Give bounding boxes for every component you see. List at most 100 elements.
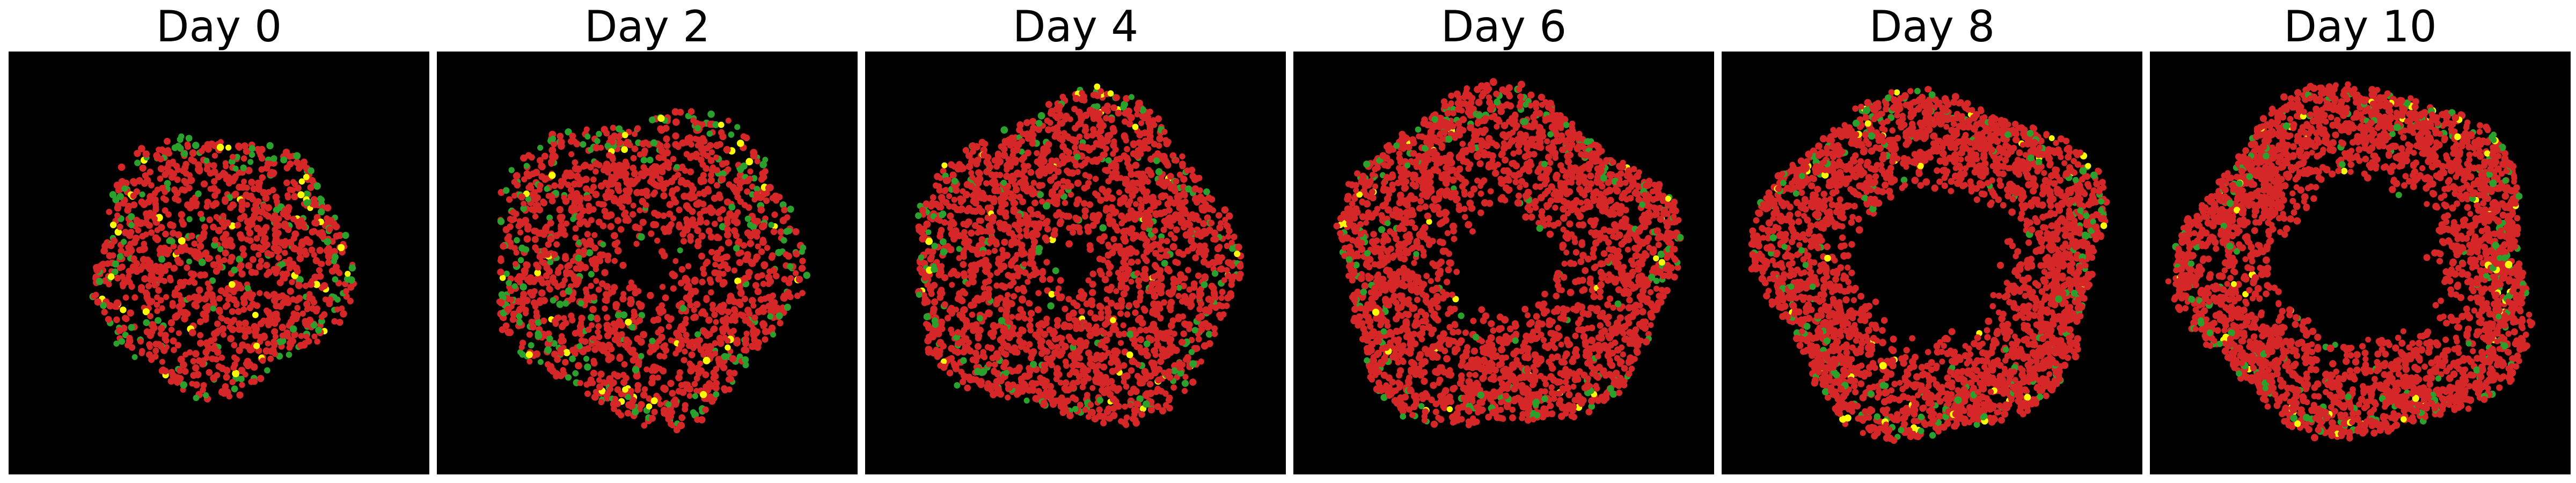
cell-dot-red [972,266,979,274]
cell-dot-red [781,216,787,223]
cell-dot-red [1000,200,1007,207]
cell-dot-red [1026,299,1033,306]
cell-dot-red [1151,347,1159,355]
cell-dot-red [1057,379,1064,386]
cell-dot-red [573,265,580,272]
cell-dot-red [1091,415,1099,423]
cell-dot-red [682,348,688,355]
cell-dot-red [1048,342,1054,348]
cell-dot-green [535,330,541,337]
cell-dot-red [1159,194,1166,201]
cell-dot-green [128,324,135,331]
cell-dot-red [1132,300,1139,307]
cell-dot-red [189,380,195,387]
cell-dot-red [147,313,153,319]
cell-dot-red [683,337,690,344]
cell-dot-red [1055,168,1062,175]
cell-dot-red [969,142,977,150]
cell-dot-green [348,264,356,272]
cell-dot-red [1180,330,1187,338]
cell-dot-green [692,393,698,399]
cell-dot-green [116,253,124,260]
cell-dot-red [1167,195,1173,202]
cell-dot-red [528,185,535,192]
cell-dot-green [193,394,200,401]
cell-dot-red [1029,118,1037,126]
cell-dot-red [1101,151,1108,158]
cell-dot-red [497,255,504,261]
cell-dot-red [1201,273,1209,281]
cell-dot-red [104,260,111,267]
cell-dot-red [1216,224,1224,232]
cell-dot-red [1099,186,1106,193]
cell-dot-red [245,167,253,174]
cell-dot-red [1035,290,1042,296]
cell-dot-red [649,415,656,422]
cell-dot-red [606,290,613,297]
cell-dot-red [188,156,195,163]
cell-dot-red [1072,214,1079,222]
cell-dot-red [267,348,275,355]
cell-dot-red [781,206,788,214]
cell-dot-green [677,247,683,253]
cell-dot-green [240,164,247,172]
cell-dot-red [260,317,267,325]
cell-dot-red [1171,235,1178,241]
cell-dot-green [787,206,794,213]
cell-dot-red [1062,379,1070,387]
cell-dot-red [1089,131,1096,139]
cell-dot-red [164,251,171,258]
cell-dot-red [1151,367,1158,374]
cell-dot-red [1148,406,1155,414]
cell-dot-red [777,228,785,236]
cell-dot-red [570,273,577,280]
cell-dot-green [248,145,256,152]
cell-dot-red [669,270,676,278]
cell-dot-yellow [109,221,117,229]
cell-dot-red [1026,322,1034,330]
cell-dot-green [118,338,126,345]
cell-dot-red [719,317,727,324]
cell-dot-red [751,314,758,321]
cell-dot-red [1142,197,1149,204]
cell-dot-red [592,168,599,175]
cell-dot-green [544,346,552,354]
cell-dot-red [536,298,544,306]
cell-dot-red [1146,380,1154,387]
cell-dot-red [128,267,135,274]
cell-dot-red [252,201,259,209]
cell-dot-red [935,330,942,338]
cell-dot-red [547,235,555,243]
cell-dot-red [558,142,565,150]
cell-dot-red [251,243,258,251]
cell-dot-red [287,318,295,326]
cell-dot-red [614,185,621,192]
cell-dot-green [632,408,639,416]
cell-dot-red [577,380,583,386]
cell-dot-red [597,182,605,190]
cell-dot-red [1225,233,1232,240]
cell-dot-red [602,343,610,351]
cell-dot-red [201,295,209,303]
cell-dot-red [1055,286,1062,292]
cell-dot-red [937,230,943,237]
cell-dot-green [180,381,188,389]
cell-dot-red [226,293,232,300]
cell-dot-red [578,337,585,344]
cell-dot-red [215,226,223,235]
cell-dot-red [795,275,803,283]
cell-dot-red [1023,119,1031,127]
cell-dot-red [720,279,728,287]
cell-dot-yellow [229,281,236,288]
cell-dot-red [1103,296,1110,303]
cell-dot-red [615,335,621,342]
cell-dot-red [742,255,750,264]
cell-dot-red [718,175,726,183]
cell-dot-red [603,160,611,169]
cell-dot-red [618,331,625,338]
cell-dot-red [339,305,345,312]
cell-dot-red [557,372,565,379]
cell-dot-red [1008,230,1015,237]
cell-dot-red [632,223,640,231]
cell-dot-red [720,364,728,371]
